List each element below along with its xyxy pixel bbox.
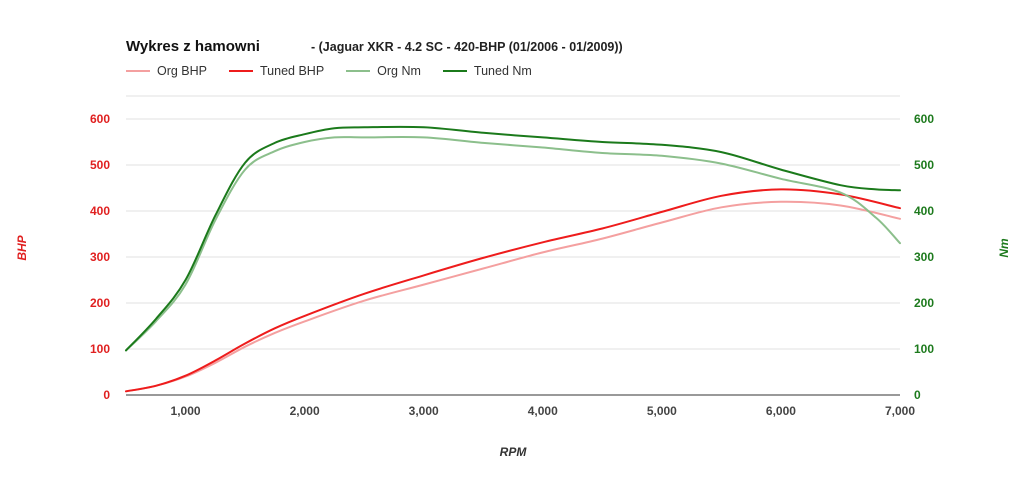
series-layer: [125, 125, 901, 393]
y-tick-label-left: 100: [90, 342, 110, 356]
series-org-nm: [125, 136, 901, 352]
y-axis-left-label: BHP: [15, 234, 29, 260]
legend: Org BHP Tuned BHP Org Nm Tuned Nm: [126, 64, 554, 78]
y-tick-label-left: 0: [103, 388, 110, 402]
legend-label: Tuned BHP: [260, 64, 325, 78]
y-tick-label-right: 600: [914, 112, 934, 126]
legend-swatch: [442, 70, 467, 72]
legend-swatch: [229, 70, 254, 72]
x-tick-label: 2,000: [290, 404, 320, 418]
y-tick-label-right: 100: [914, 342, 934, 356]
y-tick-label-left: 300: [90, 250, 110, 264]
x-tick-label: 3,000: [409, 404, 439, 418]
legend-label: Org Nm: [377, 64, 421, 78]
series-tuned-bhp: [125, 188, 901, 393]
x-axis-ticks: 1,000 2,000 3,000 4,000 5,000 6,000 7,000: [171, 404, 916, 418]
y-tick-label-left: 600: [90, 112, 110, 126]
legend-item-org-nm[interactable]: Org Nm: [346, 64, 421, 78]
legend-item-tuned-bhp[interactable]: Tuned BHP: [229, 64, 324, 78]
x-tick-label: 4,000: [528, 404, 558, 418]
y-tick-label-left: 500: [90, 158, 110, 172]
gridlines: [126, 95, 900, 350]
chart-subtitle: - (Jaguar XKR - 4.2 SC - 420-BHP (01/200…: [311, 40, 623, 54]
y-tick-label-right: 300: [914, 250, 934, 264]
y-tick-label-right: 500: [914, 158, 934, 172]
y-tick-label-left: 200: [90, 296, 110, 310]
series-tuned-nm: [125, 125, 901, 352]
x-tick-label: 6,000: [766, 404, 796, 418]
y-tick-label-right: 0: [914, 388, 921, 402]
x-axis-label: RPM: [500, 445, 528, 459]
x-tick-label: 7,000: [885, 404, 915, 418]
y-tick-label-left: 400: [90, 204, 110, 218]
legend-item-tuned-nm[interactable]: Tuned Nm: [442, 64, 532, 78]
x-tick-label: 1,000: [171, 404, 201, 418]
legend-item-org-bhp[interactable]: Org BHP: [126, 64, 207, 78]
legend-swatch: [346, 70, 371, 72]
legend-label: Tuned Nm: [473, 64, 532, 78]
y-axis-right-ticks: 0 100 200 300 400 500 600: [914, 112, 934, 402]
legend-swatch: [126, 70, 150, 72]
chart-title: Wykres z hamowni: [126, 38, 260, 55]
series-org-bhp: [125, 200, 901, 393]
x-tick-label: 5,000: [647, 404, 677, 418]
y-tick-label-right: 200: [914, 296, 934, 310]
legend-label: Org BHP: [157, 64, 208, 78]
y-axis-right-label: Nm: [997, 238, 1011, 258]
y-axis-left-ticks: 0 100 200 300 400 500 600: [90, 112, 110, 402]
y-tick-label-right: 400: [914, 204, 934, 218]
